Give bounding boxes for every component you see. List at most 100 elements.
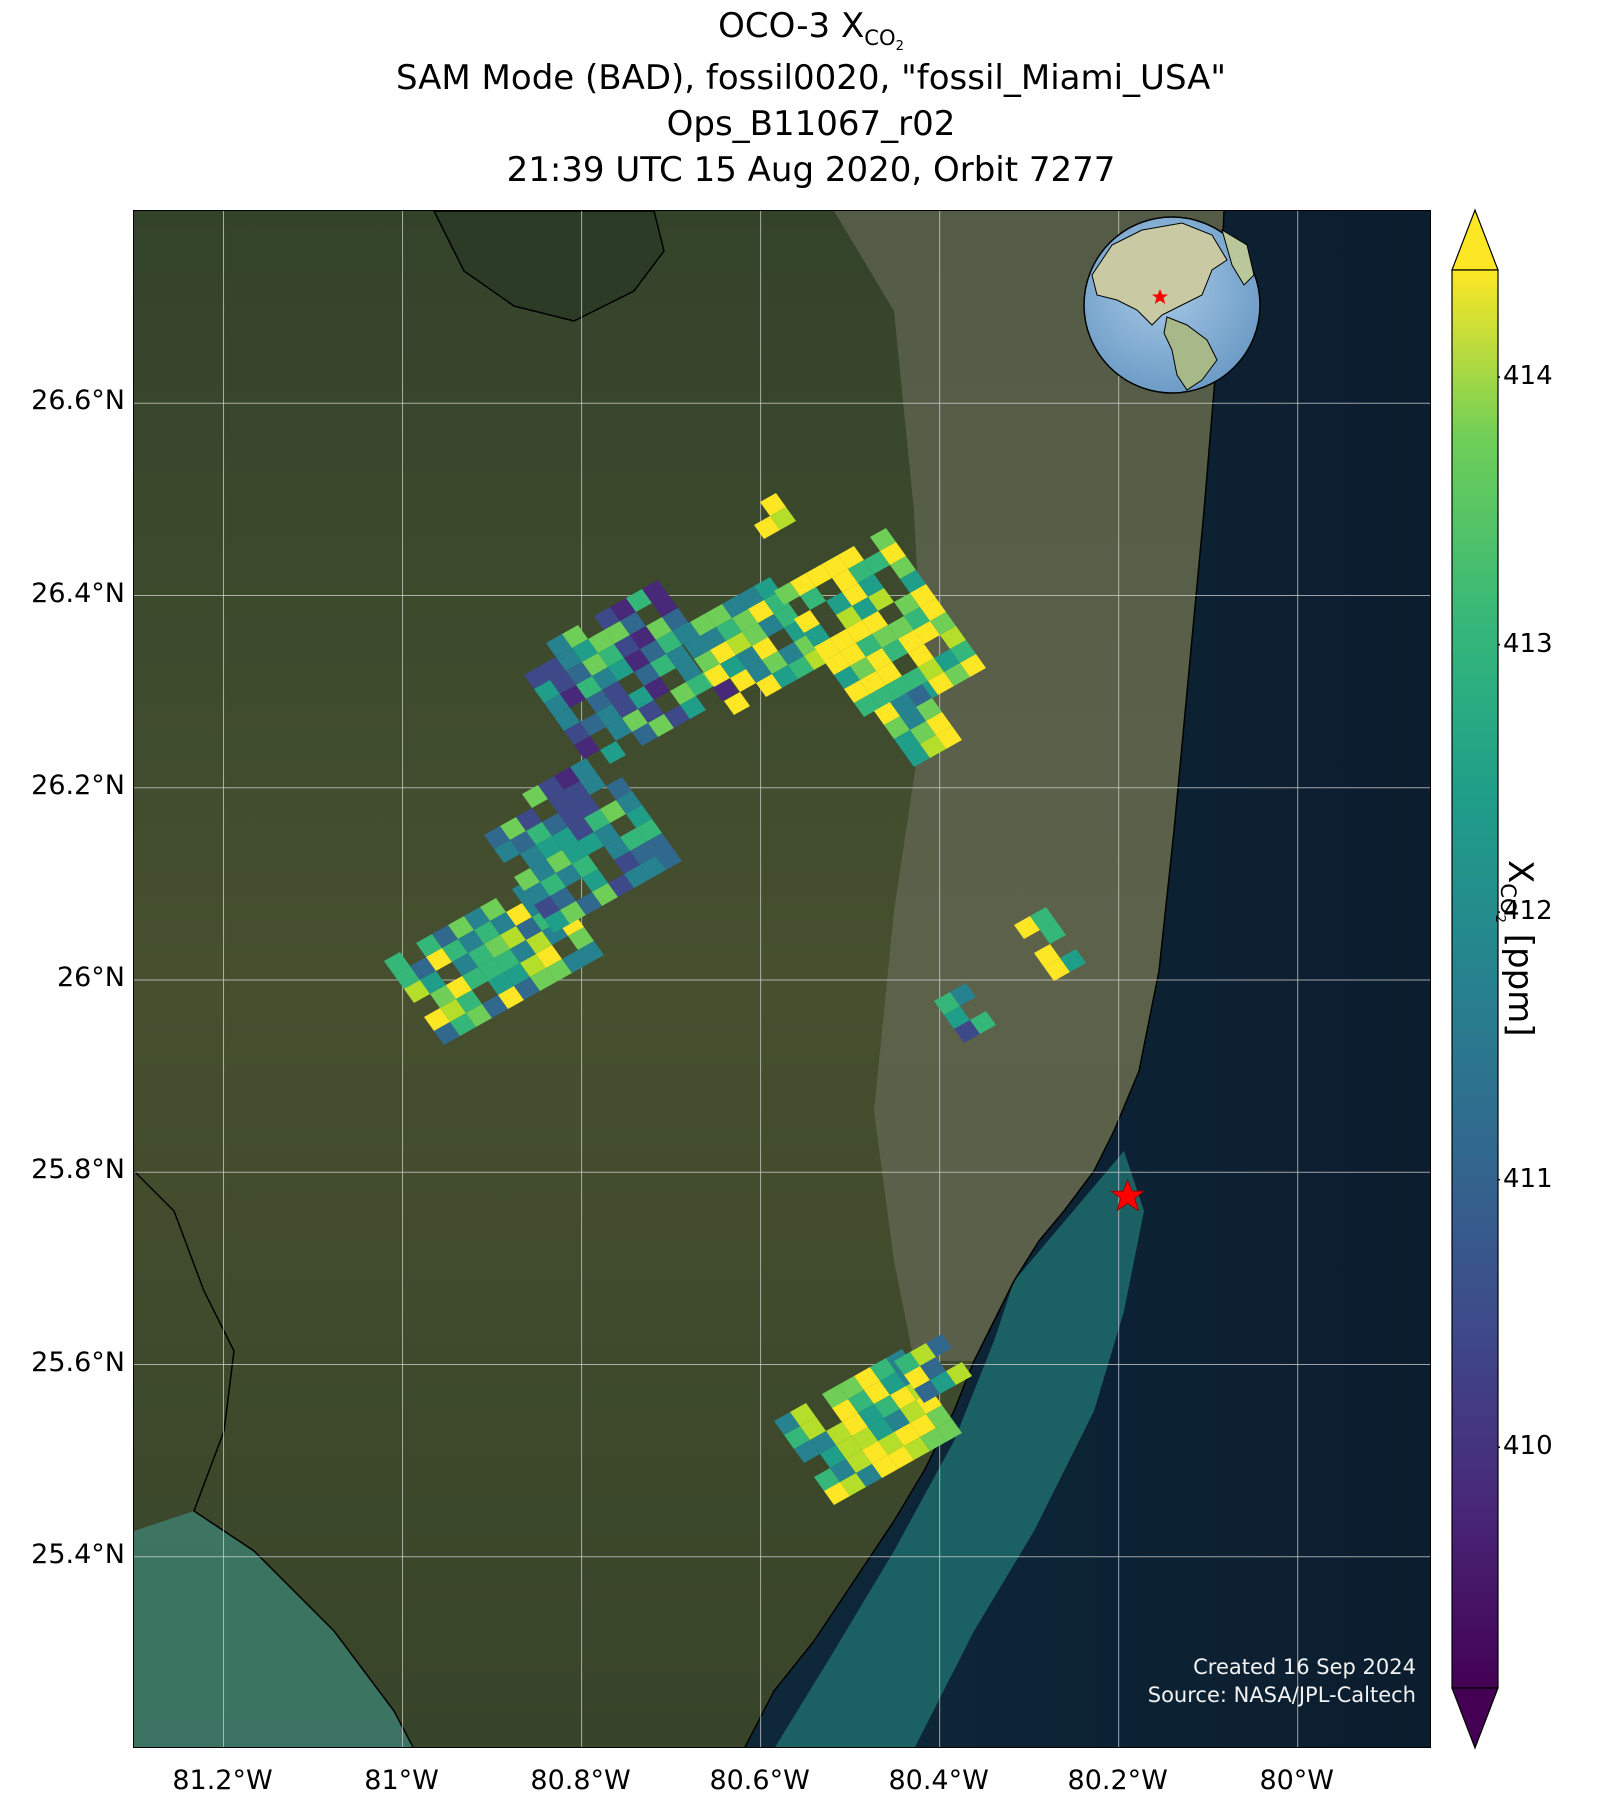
sounding-pixel [934, 992, 960, 1015]
sounding-pixel [594, 607, 620, 630]
colorbar-tick-label: 414 [1503, 361, 1553, 392]
sounding-pixel [742, 623, 768, 646]
sounding-pixel [748, 600, 774, 623]
title-line1-sub: CO [864, 24, 896, 50]
sounding-pixel [564, 781, 590, 804]
map-canvas[interactable] [134, 211, 1431, 1748]
sounding-pixel [944, 1006, 970, 1029]
sounding-pixel [814, 638, 840, 661]
sounding-pixel [568, 818, 594, 841]
sounding-pixel [562, 625, 588, 648]
lon-tick-label: 81°W [364, 1765, 439, 1796]
sounding-pixel [852, 1427, 878, 1450]
sounding-pixel [752, 637, 778, 660]
sounding-pixel [754, 516, 780, 539]
sounding-pixel [756, 674, 782, 697]
sounding-pixel [778, 642, 804, 665]
sounding-pixel [404, 980, 430, 1003]
sounding-pixel [442, 939, 468, 962]
sounding-pixel [884, 1409, 910, 1432]
sounding-pixel [900, 570, 926, 593]
sounding-pixel [770, 507, 796, 530]
sounding-pixel [836, 606, 862, 629]
site-star-icon [1110, 1178, 1146, 1212]
sounding-pixel [426, 948, 452, 971]
sounding-pixel [746, 660, 772, 683]
sounding-pixel [536, 945, 562, 968]
sounding-pixel [514, 868, 540, 891]
sounding-pixel [604, 621, 630, 644]
sounding-pixel [648, 714, 674, 737]
sounding-pixel [824, 1482, 850, 1505]
lon-tick-label: 80.8°W [530, 1765, 631, 1796]
sounding-pixel [588, 630, 614, 653]
sounding-pixel [520, 954, 546, 977]
colorbar-label: XCO2 [ppm] [1492, 860, 1540, 1037]
sounding-pixel [904, 744, 930, 767]
sounding-pixel [604, 837, 630, 860]
sounding-pixel [662, 608, 688, 631]
sounding-pixel [674, 622, 700, 645]
sounding-pixel [606, 777, 632, 800]
sounding-pixel [732, 609, 758, 632]
sounding-pixel [870, 685, 896, 708]
sounding-pixel [762, 651, 788, 674]
sounding-pixel [790, 573, 816, 596]
sounding-pixel [560, 901, 586, 924]
sounding-pixel [584, 809, 610, 832]
map-panel[interactable]: Created 16 Sep 2024 Source: NASA/JPL-Cal… [133, 210, 1431, 1748]
sounding-pixel [628, 686, 654, 709]
colorbar-tick-label: 411 [1503, 1163, 1553, 1194]
lat-tick-label: 26.6°N [31, 385, 125, 417]
sounding-pixel [536, 836, 562, 859]
sounding-pixel [514, 977, 540, 1000]
sounding-pixel [936, 1419, 962, 1442]
sounding-pixel [794, 610, 820, 633]
sounding-pixel [858, 574, 884, 597]
sounding-pixel [848, 560, 874, 583]
sounding-pixel [544, 910, 570, 933]
sounding-pixel [686, 673, 712, 696]
sounding-pixel [824, 652, 850, 675]
sounding-pixel [804, 624, 830, 647]
sounding-pixel [664, 705, 690, 728]
sounding-pixel [894, 730, 920, 753]
sounding-pixel [880, 1372, 906, 1395]
sounding-pixel [560, 685, 586, 708]
sounding-pixel [516, 917, 542, 940]
sounding-pixel [622, 709, 648, 732]
sounding-pixel [466, 1004, 492, 1027]
sounding-pixel [462, 967, 488, 990]
lon-tick-label: 80°W [1259, 1765, 1334, 1796]
sounding-pixel [902, 667, 928, 690]
sounding-pixel [800, 1417, 826, 1440]
sounding-pixel [846, 1450, 872, 1473]
sounding-pixel [1014, 916, 1040, 939]
sounding-pixel [646, 617, 672, 640]
sounding-pixel [638, 700, 664, 723]
sounding-pixel [546, 634, 572, 657]
sounding-pixel [394, 966, 420, 989]
sounding-pixel [706, 604, 732, 627]
sounding-pixel [1030, 907, 1056, 930]
sounding-pixel [790, 1403, 816, 1426]
sounding-pixel [954, 1020, 980, 1043]
sounding-pixel [480, 898, 506, 921]
sounding-pixel [920, 1357, 946, 1380]
sounding-pixel [890, 556, 916, 579]
sounding-pixel [910, 721, 936, 744]
sounding-pixel [904, 607, 930, 630]
colorbar-tick-marks [1498, 376, 1500, 1448]
sounding-pixel [1044, 958, 1070, 981]
colorbar-label-sub2: 2 [1492, 914, 1507, 923]
map-subtitle-mode: SAM Mode (BAD), fossil0020, "fossil_Miam… [395, 58, 1227, 98]
sounding-pixel [578, 941, 604, 964]
sounding-pixel [774, 605, 800, 628]
sounding-pixel [510, 831, 536, 854]
sounding-pixel [970, 1011, 996, 1034]
sounding-pixel [534, 680, 560, 703]
sounding-pixel [832, 1399, 858, 1422]
sounding-pixel [854, 694, 880, 717]
sounding-pixel [1060, 949, 1086, 972]
sounding-pixel [636, 819, 662, 842]
